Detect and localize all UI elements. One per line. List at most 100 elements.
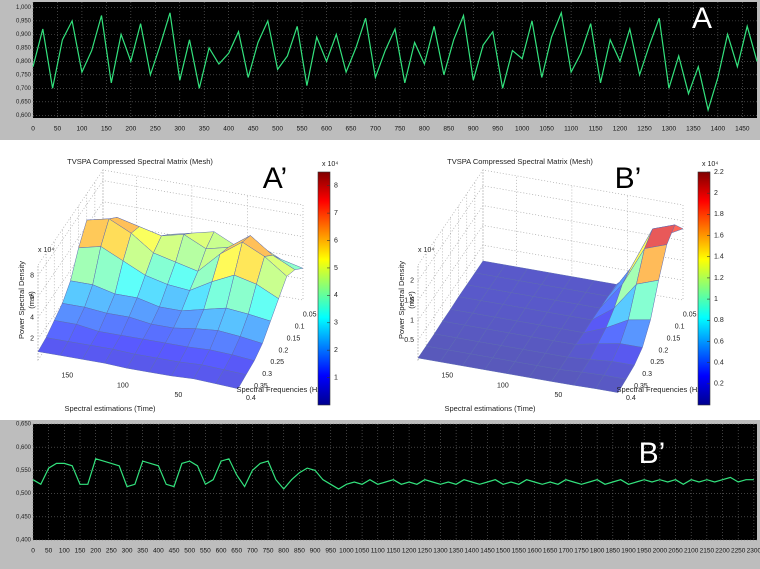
y-tick-label: 0.15 bbox=[287, 335, 301, 342]
x-tick-label: 600 bbox=[216, 548, 227, 555]
x-tick-label: 2050 bbox=[668, 548, 683, 555]
y-tick-label: 0,550 bbox=[16, 468, 32, 474]
chart-title: TVSPA Compressed Spectral Matrix (Mesh) bbox=[67, 157, 213, 166]
colorbar-tick-label: 0.6 bbox=[714, 338, 724, 345]
y-tick-label: 0.2 bbox=[659, 347, 669, 354]
colorbar-exponent: x 10⁴ bbox=[322, 161, 338, 168]
y-tick-label: 0,450 bbox=[16, 514, 32, 520]
x-tick-label: 650 bbox=[231, 548, 242, 555]
x-tick-label: 1300 bbox=[662, 126, 677, 133]
z-axis-unit: (ms²) bbox=[407, 291, 416, 309]
mesh-cell bbox=[215, 369, 247, 389]
x-tick-label: 1400 bbox=[465, 548, 480, 555]
z-axis-unit: (ms²) bbox=[27, 291, 36, 309]
x-tick-label: 750 bbox=[263, 548, 274, 555]
y-tick-label: 0.05 bbox=[683, 312, 697, 319]
x-tick-label: 2200 bbox=[715, 548, 730, 555]
z-tick-label: 4 bbox=[30, 315, 34, 322]
y-tick-label: 0,600 bbox=[16, 113, 32, 119]
x-tick-label: 1000 bbox=[515, 126, 530, 133]
y-tick-label: 0.4 bbox=[246, 395, 256, 402]
x-tick-label: 1750 bbox=[574, 548, 589, 555]
y-tick-label: 0.3 bbox=[642, 371, 652, 378]
y-tick-label: 0.1 bbox=[675, 324, 685, 331]
plot-area bbox=[33, 2, 757, 118]
x-tick-label: 350 bbox=[199, 126, 210, 133]
x-tick-label: 1150 bbox=[589, 126, 603, 133]
z-tick-label: 1 bbox=[410, 317, 414, 324]
x-tick-label: 1950 bbox=[637, 548, 652, 555]
x-tick-label: 300 bbox=[174, 126, 185, 133]
x-tick-label: 1200 bbox=[613, 126, 628, 133]
colorbar bbox=[697, 171, 711, 406]
x-tick-label: 250 bbox=[106, 548, 117, 555]
x-tick-label: 850 bbox=[294, 548, 305, 555]
chart-title: TVSPA Compressed Spectral Matrix (Mesh) bbox=[447, 157, 593, 166]
panel-label: B’ bbox=[615, 162, 642, 195]
x-tick-label: 1350 bbox=[686, 126, 701, 133]
x-tick-label: 2150 bbox=[700, 548, 715, 555]
x-tick-label: 1200 bbox=[402, 548, 417, 555]
x-tick-label: 1100 bbox=[564, 126, 578, 133]
colorbar-tick-label: 8 bbox=[334, 183, 338, 190]
colorbar-tick-label: 1.4 bbox=[714, 254, 724, 261]
side-wall bbox=[417, 169, 484, 361]
x-tick-label: 800 bbox=[419, 126, 430, 133]
panel-label: A’ bbox=[263, 162, 287, 195]
x-tick-label: 2300 bbox=[747, 548, 760, 555]
x-tick-label: 2100 bbox=[684, 548, 699, 555]
y-tick-label: 0,500 bbox=[16, 491, 32, 497]
x-tick-label: 450 bbox=[169, 548, 180, 555]
y-tick-label: 0.2 bbox=[279, 347, 289, 354]
x-tick-label: 2250 bbox=[731, 548, 746, 555]
x-tick-label: 250 bbox=[150, 126, 161, 133]
z-exponent: x 10⁴ bbox=[38, 247, 54, 254]
x-tick-label: 700 bbox=[370, 126, 381, 133]
data-line bbox=[32, 10, 758, 113]
colorbar-exponent: x 10⁴ bbox=[702, 161, 718, 168]
x-tick-label: 1250 bbox=[637, 126, 652, 133]
x-tick-label: 950 bbox=[492, 126, 503, 133]
colorbar-tick-label: 0.2 bbox=[714, 381, 724, 388]
x-tick-label: 700 bbox=[247, 548, 258, 555]
x-tick-label: 200 bbox=[90, 548, 101, 555]
z-axis-label: Power Spectral Density bbox=[17, 261, 26, 339]
x-tick-label: 1900 bbox=[621, 548, 636, 555]
x-tick-label: 400 bbox=[223, 126, 234, 133]
x-tick-label: 1100 bbox=[371, 548, 385, 555]
colorbar bbox=[317, 171, 331, 406]
y-tick-label: 0.1 bbox=[295, 324, 305, 331]
colorbar-tick-label: 1.2 bbox=[714, 275, 724, 282]
x-tick-label: 450 bbox=[248, 126, 259, 133]
x-tick-label: 500 bbox=[184, 548, 195, 555]
mesh-cell bbox=[595, 375, 627, 393]
x-tick-label: 0 bbox=[31, 548, 35, 555]
y-tick-label: 0,400 bbox=[16, 538, 32, 544]
y-tick-label: 0.05 bbox=[303, 312, 317, 319]
colorbar-tick-label: 0.8 bbox=[714, 317, 724, 324]
colorbar-tick-label: 2 bbox=[334, 347, 338, 354]
y-tick-label: 0.25 bbox=[270, 359, 284, 366]
x-tick-label: 2000 bbox=[653, 548, 668, 555]
x-tick-label: 850 bbox=[443, 126, 454, 133]
x-tick-label: 1800 bbox=[590, 548, 605, 555]
colorbar-tick-label: 1.8 bbox=[714, 211, 724, 218]
y-tick-label: 0,650 bbox=[16, 99, 32, 105]
z-tick-label: 2 bbox=[30, 336, 34, 343]
colorbar-tick-label: 4 bbox=[334, 292, 338, 299]
x-tick-label: 550 bbox=[200, 548, 211, 555]
z-tick-label: 1.5 bbox=[404, 297, 414, 304]
x-tick-label: 100 bbox=[117, 382, 129, 389]
colorbar-tick-label: 2.2 bbox=[714, 169, 724, 176]
z-exponent: x 10⁴ bbox=[418, 247, 434, 254]
x-tick-label: 950 bbox=[325, 548, 336, 555]
y-tick-label: 0,900 bbox=[16, 32, 32, 38]
y-tick-label: 0.4 bbox=[626, 395, 636, 402]
x-tick-label: 150 bbox=[75, 548, 86, 555]
x-tick-label: 1450 bbox=[480, 548, 495, 555]
x-tick-label: 50 bbox=[175, 392, 183, 399]
z-tick-label: 8 bbox=[30, 272, 34, 279]
y-tick-label: 0.35 bbox=[634, 383, 648, 390]
x-tick-label: 750 bbox=[394, 126, 405, 133]
